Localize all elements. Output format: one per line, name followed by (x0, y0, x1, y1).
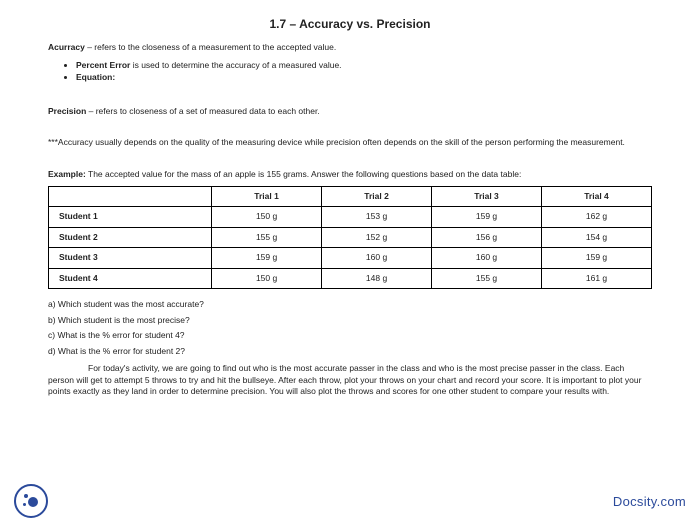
rowhead-3: Student 4 (49, 268, 212, 288)
example-label: Example: (48, 169, 86, 179)
page-title: 1.7 – Accuracy vs. Precision (48, 16, 652, 32)
table-row: Student 2 155 g 152 g 156 g 154 g (49, 227, 652, 247)
question-c: c) What is the % error for student 4? (48, 330, 652, 341)
cell: 152 g (322, 227, 432, 247)
accuracy-definition: Acurracy – refers to the closeness of a … (48, 42, 652, 53)
activity-paragraph: For today's activity, we are going to fi… (48, 363, 652, 397)
table-header-row: Trial 1 Trial 2 Trial 3 Trial 4 (49, 187, 652, 207)
table-row: Student 3 159 g 160 g 160 g 159 g (49, 248, 652, 268)
bullet-bold-0: Percent Error (76, 60, 130, 70)
cell: 159 g (432, 207, 542, 227)
brand-text: Docsity.com (613, 494, 686, 509)
cell: 150 g (212, 207, 322, 227)
cell: 161 g (542, 268, 652, 288)
brand-logo-icon (14, 484, 48, 518)
table-row: Student 4 150 g 148 g 155 g 161 g (49, 268, 652, 288)
rowhead-2: Student 3 (49, 248, 212, 268)
cell: 162 g (542, 207, 652, 227)
precision-definition: Precision – refers to closeness of a set… (48, 106, 652, 117)
cell: 156 g (432, 227, 542, 247)
cell: 155 g (212, 227, 322, 247)
cell: 150 g (212, 268, 322, 288)
col-trial4: Trial 4 (542, 187, 652, 207)
bullet-bold-1: Equation: (76, 72, 115, 82)
document-page: 1.7 – Accuracy vs. Precision Acurracy – … (0, 0, 700, 454)
accuracy-bullets: Percent Error is used to determine the a… (76, 60, 652, 84)
cell: 154 g (542, 227, 652, 247)
cell: 159 g (542, 248, 652, 268)
page-footer: Docsity.com (0, 483, 700, 525)
note-paragraph: ***Accuracy usually depends on the quali… (48, 137, 652, 148)
bullet-equation: Equation: (76, 72, 652, 83)
question-a: a) Which student was the most accurate? (48, 299, 652, 310)
cell: 160 g (322, 248, 432, 268)
col-trial2: Trial 2 (322, 187, 432, 207)
col-trial1: Trial 1 (212, 187, 322, 207)
rowhead-0: Student 1 (49, 207, 212, 227)
bullet-percent-error: Percent Error is used to determine the a… (76, 60, 652, 71)
bullet-rest-0: is used to determine the accuracy of a m… (130, 60, 341, 70)
precision-term: Precision (48, 106, 86, 116)
questions-block: a) Which student was the most accurate? … (48, 299, 652, 357)
cell: 148 g (322, 268, 432, 288)
col-blank (49, 187, 212, 207)
cell: 153 g (322, 207, 432, 227)
example-text: The accepted value for the mass of an ap… (86, 169, 522, 179)
cell: 160 g (432, 248, 542, 268)
data-table: Trial 1 Trial 2 Trial 3 Trial 4 Student … (48, 186, 652, 289)
accuracy-text: – refers to the closeness of a measureme… (85, 42, 336, 52)
question-d: d) What is the % error for student 2? (48, 346, 652, 357)
accuracy-term: Acurracy (48, 42, 85, 52)
question-b: b) Which student is the most precise? (48, 315, 652, 326)
cell: 159 g (212, 248, 322, 268)
precision-text: – refers to closeness of a set of measur… (86, 106, 319, 116)
col-trial3: Trial 3 (432, 187, 542, 207)
rowhead-1: Student 2 (49, 227, 212, 247)
example-paragraph: Example: The accepted value for the mass… (48, 169, 652, 180)
cell: 155 g (432, 268, 542, 288)
table-row: Student 1 150 g 153 g 159 g 162 g (49, 207, 652, 227)
